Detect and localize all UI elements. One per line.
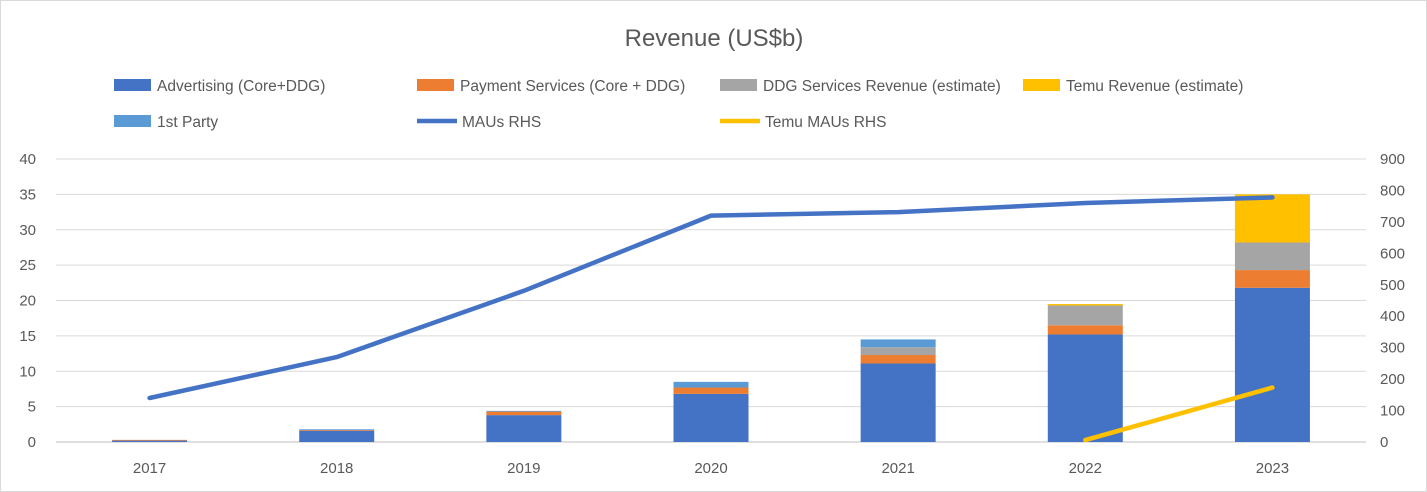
y-left-tick-label: 30 — [19, 222, 36, 239]
bar-payment-services-core-ddg-2023 — [1234, 270, 1310, 288]
legend-swatch-advertising-core-ddg — [114, 79, 151, 91]
bar-1st-party-2020 — [673, 381, 749, 388]
y-left-tick-label: 25 — [19, 257, 36, 274]
y-left-tick-label: 10 — [19, 363, 36, 380]
x-axis: 2017 2018 2019 2020 2021 2022 2023 — [133, 460, 1289, 477]
y-left-tick-label: 20 — [19, 293, 36, 310]
bar-temu-revenue-estimate-2023 — [1234, 194, 1310, 243]
legend-label-temu-maus-rhs: Temu MAUs RHS — [765, 114, 886, 131]
x-tick-label: 2019 — [507, 460, 540, 477]
y-left-tick-label: 5 — [28, 399, 36, 416]
x-tick-label: 2021 — [881, 460, 914, 477]
y-left-tick-label: 15 — [19, 328, 36, 345]
x-tick-label: 2018 — [320, 460, 353, 477]
legend-label-advertising-core-ddg: Advertising (Core+DDG) — [157, 78, 325, 95]
bar-temu-revenue-estimate-2022 — [1047, 304, 1123, 306]
legend-swatch-1st-party — [114, 115, 151, 127]
y-right-tick-label: 0 — [1380, 434, 1388, 451]
y-left-tick-label: 35 — [19, 186, 36, 203]
y-right-tick-label: 200 — [1380, 371, 1405, 388]
bar-1st-party-2019 — [486, 410, 562, 412]
x-tick-label: 2020 — [694, 460, 727, 477]
bar-ddg-services-revenue-estimate-2021 — [860, 347, 936, 355]
bar-advertising-core-ddg-2019 — [486, 415, 562, 442]
y-left-tick-label: 0 — [28, 434, 36, 451]
line-temu-maus-rhs — [1083, 385, 1275, 443]
bar-payment-services-core-ddg-2017 — [112, 439, 188, 441]
legend-label-1st-party: 1st Party — [157, 114, 218, 131]
y-right-tick-label: 900 — [1380, 151, 1405, 168]
legend-swatch-payment-services-core-ddg — [417, 79, 454, 91]
bar-advertising-core-ddg-2021 — [860, 363, 936, 442]
legend-swatch-ddg-services-revenue-estimate — [720, 79, 757, 91]
bars — [112, 194, 1310, 442]
y-axis-left: 0 5 10 15 20 25 30 35 40 — [19, 151, 36, 451]
bar-advertising-core-ddg-2023 — [1234, 287, 1310, 442]
bar-payment-services-core-ddg-2018 — [299, 429, 375, 431]
bar-advertising-core-ddg-2022 — [1047, 334, 1123, 442]
chart-title: Revenue (US$b) — [625, 25, 804, 52]
lines — [147, 195, 1275, 443]
x-tick-label: 2023 — [1256, 460, 1289, 477]
legend-label-ddg-services-revenue-estimate: DDG Services Revenue (estimate) — [763, 78, 1001, 95]
legend: Advertising (Core+DDG) Payment Services (… — [114, 78, 1243, 131]
legend-label-payment-services-core-ddg: Payment Services (Core + DDG) — [460, 78, 685, 95]
bar-payment-services-core-ddg-2019 — [486, 411, 562, 416]
bar-advertising-core-ddg-2017 — [112, 440, 188, 442]
y-right-tick-label: 800 — [1380, 182, 1405, 199]
y-right-tick-label: 300 — [1380, 340, 1405, 357]
bar-ddg-services-revenue-estimate-2023 — [1234, 242, 1310, 271]
bar-1st-party-2021 — [860, 339, 936, 348]
x-tick-label: 2022 — [1069, 460, 1102, 477]
gridlines — [56, 158, 1366, 443]
y-right-tick-label: 600 — [1380, 245, 1405, 262]
bar-payment-services-core-ddg-2020 — [673, 387, 749, 394]
legend-label-maus-rhs: MAUs RHS — [462, 114, 541, 131]
y-right-tick-label: 500 — [1380, 277, 1405, 294]
y-axis-right: 0 100 200 300 400 500 600 700 800 900 — [1380, 151, 1405, 451]
bar-1st-party-2018 — [299, 429, 375, 430]
y-right-tick-label: 400 — [1380, 308, 1405, 325]
y-right-tick-label: 100 — [1380, 403, 1405, 420]
bar-ddg-services-revenue-estimate-2022 — [1047, 305, 1123, 326]
bar-payment-services-core-ddg-2022 — [1047, 325, 1123, 335]
line-maus-rhs — [147, 195, 1275, 401]
y-left-tick-label: 40 — [19, 151, 36, 168]
x-tick-label: 2017 — [133, 460, 166, 477]
legend-label-temu-revenue-estimate: Temu Revenue (estimate) — [1066, 78, 1243, 95]
bar-payment-services-core-ddg-2021 — [860, 354, 936, 364]
legend-swatch-temu-revenue-estimate — [1023, 79, 1060, 91]
bar-advertising-core-ddg-2020 — [673, 393, 749, 442]
y-right-tick-label: 700 — [1380, 214, 1405, 231]
bar-advertising-core-ddg-2018 — [299, 430, 375, 442]
